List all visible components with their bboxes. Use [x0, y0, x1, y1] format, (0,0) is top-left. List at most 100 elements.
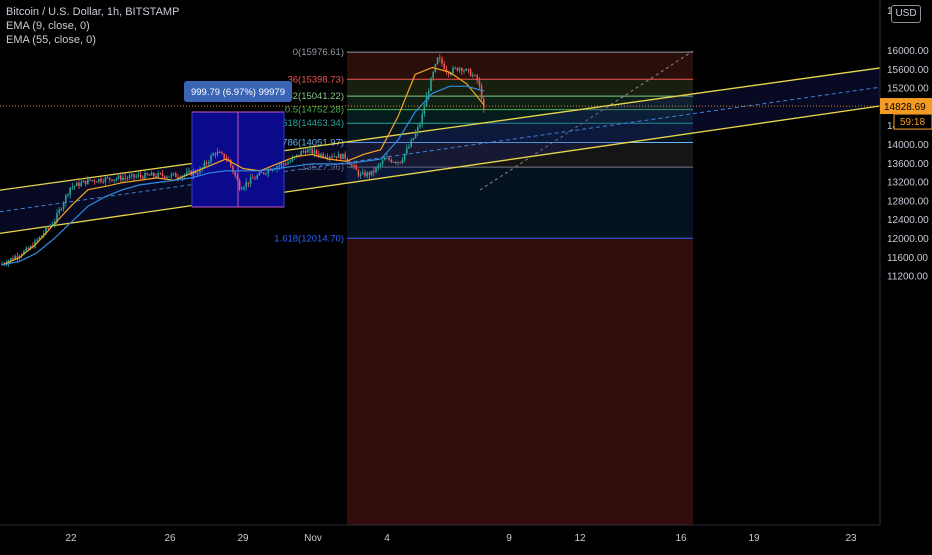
ema-line-fast[interactable]	[1, 66, 485, 266]
candle-body	[456, 67, 459, 71]
candle-body	[117, 175, 120, 179]
candle-body	[311, 148, 313, 154]
candle-body	[364, 172, 366, 177]
candle-body	[254, 178, 256, 180]
candle-body	[135, 176, 137, 178]
candle-body	[45, 227, 47, 234]
y-tick-label: 13600.00	[887, 159, 929, 170]
candle-body	[478, 80, 481, 86]
ema-fast-legend[interactable]: EMA (9, close, 0)	[6, 20, 90, 32]
channel-upper-line[interactable]	[0, 67, 881, 191]
y-tick-label: 12800.00	[887, 196, 929, 207]
candle-body	[419, 124, 421, 127]
chart-legend: Bitcoin / U.S. Dollar, 1h, BITSTAMP EMA …	[6, 5, 179, 47]
candle-body	[95, 181, 98, 183]
x-tick-label: 16	[675, 533, 687, 544]
candle-body	[467, 68, 470, 70]
candle-body	[230, 159, 232, 166]
candle-body	[452, 67, 454, 74]
candle-body	[60, 208, 63, 210]
candle-body	[216, 152, 219, 155]
candle-body	[300, 151, 302, 156]
candle-body	[472, 74, 474, 77]
candle-body	[430, 77, 432, 91]
candle-body	[142, 176, 144, 179]
y-tick-label: 12400.00	[887, 215, 929, 226]
y-tick-label: 15600.00	[887, 65, 929, 76]
x-tick-label: 19	[748, 533, 760, 544]
candle-body	[441, 58, 443, 64]
candle-body	[23, 250, 25, 255]
candle-body	[267, 169, 269, 174]
candle-body	[298, 154, 300, 156]
candle-body	[346, 158, 349, 162]
currency-button[interactable]: USD	[891, 5, 921, 23]
candle-body	[122, 177, 124, 180]
candle-body	[260, 172, 263, 174]
candle-body	[313, 150, 316, 154]
candle-body	[315, 150, 318, 154]
candle-body	[69, 187, 71, 195]
fib-zone	[347, 167, 693, 239]
candle-body	[357, 169, 360, 176]
candle-body	[333, 156, 335, 158]
candle-body	[192, 171, 195, 176]
channel-lower-line[interactable]	[0, 105, 881, 235]
candle-body	[278, 165, 280, 167]
candle-body	[205, 162, 208, 164]
candle-body	[368, 172, 371, 176]
candle-body	[212, 153, 214, 156]
candle-body	[247, 182, 250, 184]
candle-body	[271, 169, 274, 171]
candle-body	[381, 160, 384, 164]
candle-body	[366, 172, 368, 177]
candle-body	[133, 174, 135, 178]
candle-body	[474, 74, 476, 76]
candle-body	[62, 202, 65, 209]
candle-body	[408, 146, 410, 149]
fib-zone	[347, 109, 693, 124]
candle-body	[309, 148, 311, 150]
price-tag-value: 14828.69	[884, 102, 926, 113]
candle-body	[401, 159, 404, 163]
candle-body	[12, 258, 14, 260]
candle-body	[16, 256, 19, 258]
candle-body	[197, 173, 199, 175]
candle-body	[370, 170, 373, 176]
candle-body	[168, 176, 170, 178]
candle-body	[320, 153, 322, 156]
ema-slow-legend[interactable]: EMA (55, close, 0)	[6, 34, 96, 46]
x-tick-label: 23	[845, 533, 857, 544]
candle-body	[249, 177, 252, 184]
fib-level-label: 0.618(14463.34)	[274, 118, 344, 129]
x-tick-label: 9	[506, 533, 512, 544]
candle-body	[139, 175, 142, 177]
candle-body	[58, 209, 60, 214]
candle-body	[447, 71, 450, 75]
candle-body	[199, 169, 201, 174]
candle-body	[304, 150, 307, 153]
candle-body	[245, 182, 247, 188]
candle-body	[82, 180, 85, 183]
candle-body	[221, 152, 223, 154]
channel-mid-line[interactable]	[0, 86, 881, 213]
symbol-title[interactable]: Bitcoin / U.S. Dollar, 1h, BITSTAMP	[6, 6, 180, 18]
candle-body	[51, 224, 54, 226]
price-tag	[880, 98, 932, 115]
ema-line-slow[interactable]	[1, 85, 485, 266]
candle-body	[355, 165, 357, 170]
candle-body	[227, 159, 230, 161]
candle-body	[406, 148, 408, 154]
timer-value: 59:18	[900, 117, 925, 128]
candle-body	[359, 173, 362, 176]
candle-body	[373, 170, 375, 173]
candle-body	[287, 162, 289, 165]
candle-body	[342, 153, 344, 160]
candle-body	[111, 179, 113, 181]
candle-body	[113, 179, 115, 181]
y-tick-label: 15200.00	[887, 84, 929, 95]
candle-body	[155, 176, 157, 178]
candle-body	[377, 165, 379, 168]
